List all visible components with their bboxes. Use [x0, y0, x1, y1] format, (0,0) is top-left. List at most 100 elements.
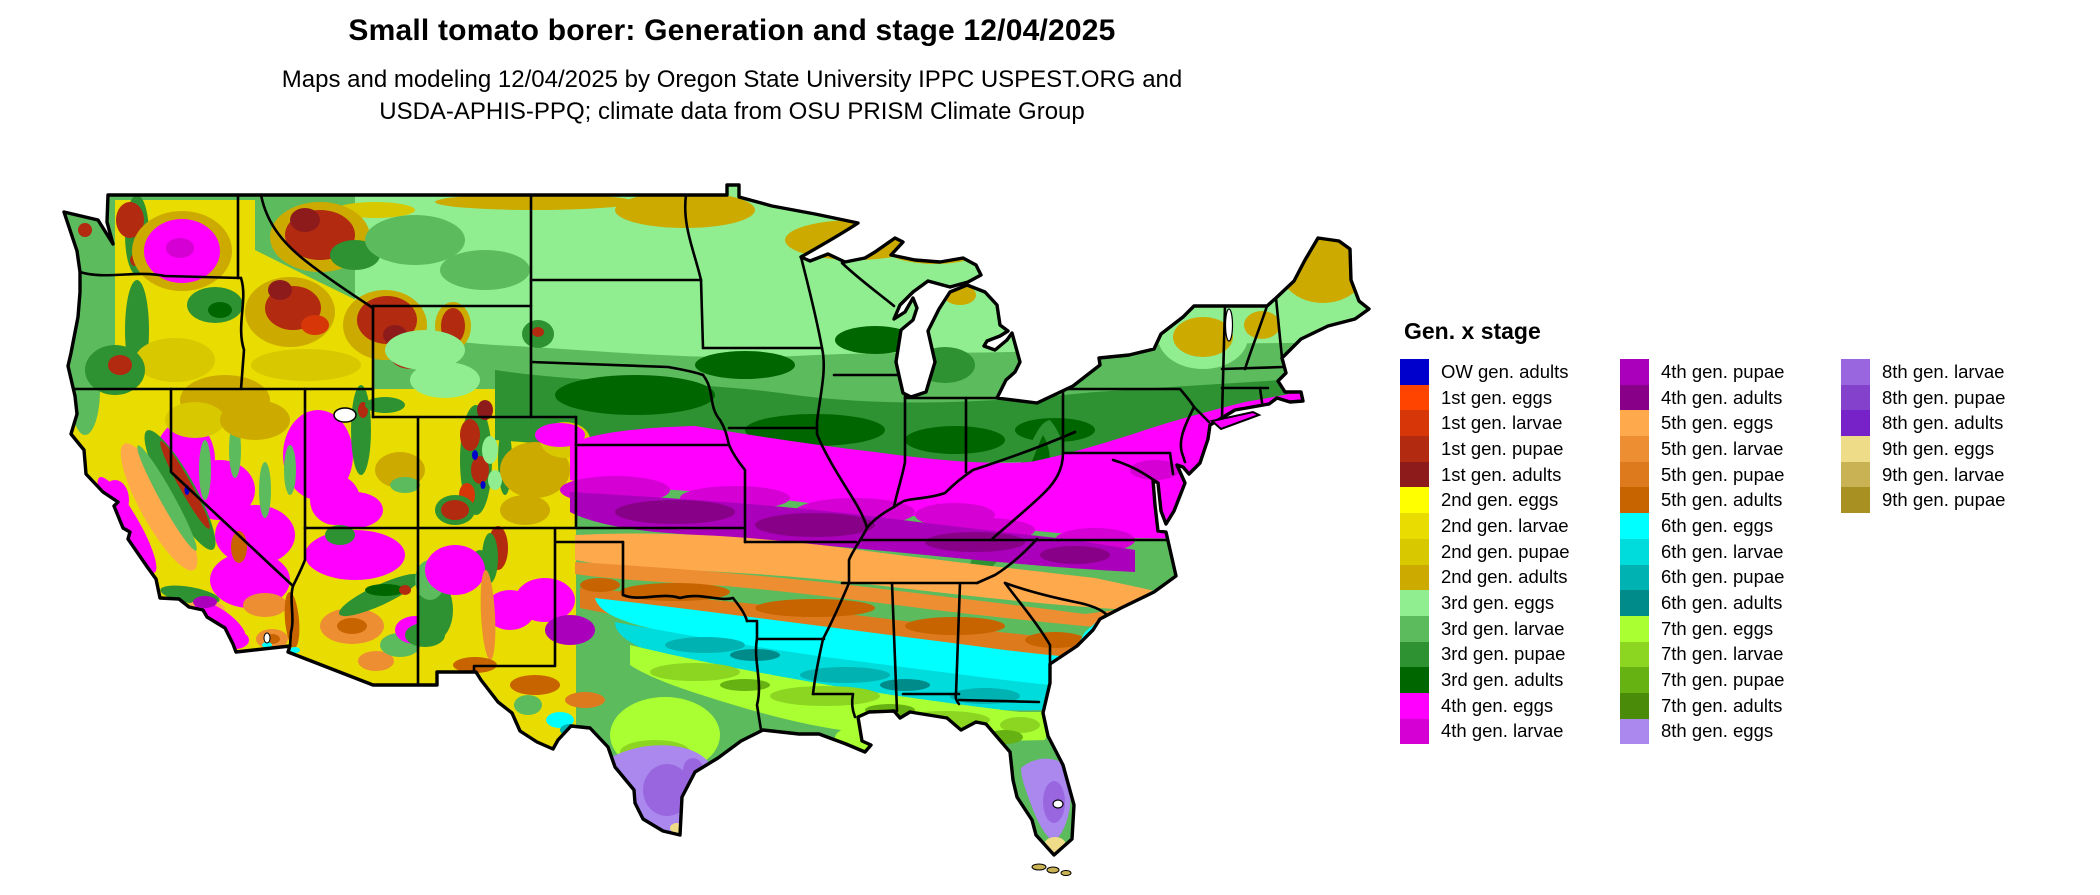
legend-item: 4th gen. eggs — [1400, 692, 1570, 719]
legend-label: 1st gen. adults — [1441, 463, 1562, 485]
legend-swatch — [1620, 538, 1649, 565]
legend-swatch — [1620, 461, 1649, 488]
legend-item: 8th gen. pupae — [1841, 384, 2006, 411]
legend-label: 9th gen. larvae — [1882, 463, 2005, 485]
legend-swatch — [1620, 564, 1649, 591]
legend-item: 1st gen. larvae — [1400, 410, 1570, 437]
legend-item: 5th gen. larvae — [1620, 436, 1784, 462]
legend-item: 6th gen. eggs — [1620, 513, 1784, 539]
legend-label: 5th gen. eggs — [1661, 412, 1774, 434]
legend-swatch — [1841, 359, 1870, 385]
map-fill-layers — [64, 185, 1369, 855]
legend-label: 4th gen. larvae — [1441, 720, 1564, 742]
legend-label: 3rd gen. eggs — [1441, 592, 1555, 614]
legend-swatch — [1400, 410, 1429, 437]
legend-title: Gen. x stage — [1404, 318, 1541, 344]
legend-swatch — [1400, 564, 1429, 591]
legend-item: 4th gen. adults — [1620, 384, 1784, 411]
legend-item: 1st gen. eggs — [1400, 384, 1570, 411]
header: Small tomato borer: Generation and stage… — [0, 14, 1464, 128]
legend-swatch — [1620, 590, 1649, 616]
legend-item: 9th gen. eggs — [1841, 436, 2005, 462]
legend-label: OW gen. adults — [1441, 360, 1569, 382]
legend-label: 8th gen. pupae — [1882, 386, 2006, 408]
legend-swatch — [1400, 461, 1429, 488]
florida-keys — [1031, 863, 1072, 876]
legend-swatch — [1400, 538, 1429, 565]
us-map-svg — [62, 183, 1371, 876]
legend-item: 8th gen. eggs — [1620, 718, 1784, 745]
legend-item: 7th gen. eggs — [1620, 615, 1784, 642]
legend-label: 1st gen. pupae — [1441, 437, 1564, 459]
legend-swatch — [1620, 359, 1649, 385]
legend-item: 1st gen. pupae — [1400, 436, 1570, 462]
legend-label: 2nd gen. adults — [1441, 566, 1568, 588]
legend-label: 7th gen. pupae — [1661, 669, 1785, 691]
legend-swatch — [1400, 384, 1429, 411]
legend-item: 4th gen. larvae — [1400, 718, 1570, 745]
legend-swatch — [1620, 410, 1649, 437]
page-title: Small tomato borer: Generation and stage… — [348, 14, 1116, 47]
legend-swatch — [1400, 513, 1429, 539]
legend-swatch — [1400, 487, 1429, 514]
lake-okeechobee — [1052, 799, 1064, 809]
legend-item: 9th gen. pupae — [1841, 487, 2006, 514]
legend-label: 4th gen. adults — [1661, 386, 1783, 408]
legend-label: 7th gen. adults — [1661, 694, 1783, 716]
state-borders — [66, 193, 1285, 732]
legend-item: 2nd gen. pupae — [1400, 538, 1570, 565]
legend-item: 8th gen. larvae — [1841, 359, 2005, 385]
legend-label: 9th gen. eggs — [1882, 437, 1995, 459]
legend-label: 9th gen. pupae — [1882, 489, 2006, 511]
long-island — [1209, 410, 1262, 431]
legend-label: 5th gen. pupae — [1661, 463, 1785, 485]
legend-item: 6th gen. adults — [1620, 590, 1784, 616]
legend-label: 1st gen. larvae — [1441, 412, 1563, 434]
legend-swatch — [1620, 667, 1649, 693]
legend-swatch — [1400, 692, 1429, 719]
legend-item: 7th gen. pupae — [1620, 667, 1784, 693]
salton-sea — [263, 632, 271, 644]
legend-label: 2nd gen. larvae — [1441, 514, 1569, 536]
subtitle-line-1: Maps and modeling 12/04/2025 by Oregon S… — [281, 66, 1183, 93]
page-subtitle: Maps and modeling 12/04/2025 by Oregon S… — [0, 64, 1464, 128]
legend: Gen. x stage OW gen. adults 1st gen. eggs… — [1400, 318, 2090, 745]
legend-item: 3rd gen. larvae — [1400, 615, 1570, 642]
legend-column: 4th gen. pupae 4th gen. adults 5th gen. eg… — [1620, 359, 1785, 745]
legend-swatch — [1620, 718, 1649, 745]
legend-column: 8th gen. larvae 8th gen. pupae 8th gen. ad… — [1841, 359, 2006, 514]
legend-label: 1st gen. eggs — [1441, 386, 1553, 408]
legend-label: 6th gen. adults — [1661, 592, 1783, 614]
legend-swatch — [1620, 692, 1649, 719]
legend-item: 5th gen. adults — [1620, 487, 1784, 514]
legend-item: 3rd gen. adults — [1400, 667, 1570, 693]
legend-swatch — [1841, 461, 1870, 488]
subtitle-line-2: USDA-APHIS-PPQ; climate data from OSU PR… — [379, 98, 1085, 125]
legend-item: 5th gen. eggs — [1620, 410, 1784, 437]
legend-swatch — [1620, 615, 1649, 642]
legend-swatch — [1400, 667, 1429, 693]
legend-item: 2nd gen. adults — [1400, 564, 1570, 591]
legend-swatch — [1841, 436, 1870, 462]
legend-swatch — [1400, 590, 1429, 616]
legend-label: 6th gen. eggs — [1661, 514, 1774, 536]
legend-label: 6th gen. larvae — [1661, 540, 1784, 562]
legend-item: 6th gen. larvae — [1620, 538, 1784, 565]
legend-label: 4th gen. eggs — [1441, 694, 1554, 716]
legend-label: 3rd gen. larvae — [1441, 617, 1565, 639]
legend-label: 3rd gen. pupae — [1441, 643, 1566, 665]
great-salt-lake — [333, 407, 357, 423]
legend-item: 6th gen. pupae — [1620, 564, 1784, 591]
legend-column: OW gen. adults 1st gen. eggs 1st gen. larv… — [1400, 359, 1570, 745]
legend-item: 9th gen. larvae — [1841, 461, 2005, 488]
legend-item: 2nd gen. larvae — [1400, 513, 1570, 539]
legend-item: 2nd gen. eggs — [1400, 487, 1570, 514]
legend-label: 3rd gen. adults — [1441, 669, 1564, 691]
legend-item: 3rd gen. pupae — [1400, 641, 1570, 668]
legend-label: 2nd gen. pupae — [1441, 540, 1570, 562]
legend-swatch — [1400, 718, 1429, 745]
legend-item: 7th gen. larvae — [1620, 641, 1784, 668]
legend-swatch — [1620, 641, 1649, 668]
legend-label: 2nd gen. eggs — [1441, 489, 1559, 511]
legend-swatch — [1400, 641, 1429, 668]
